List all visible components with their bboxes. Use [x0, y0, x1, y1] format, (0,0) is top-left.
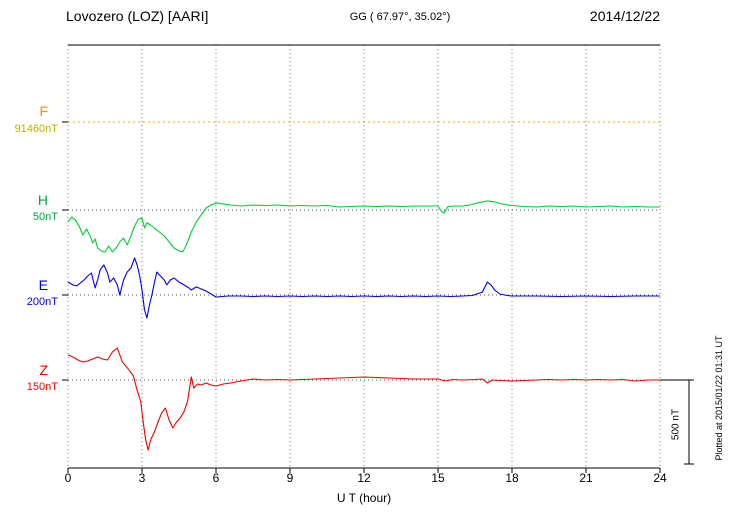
scale-bar-label: 500 nT — [670, 408, 682, 441]
component-baseline-value-F: 91460nT — [14, 123, 58, 135]
x-tick-label-24: 24 — [653, 471, 667, 485]
x-tick-label-3: 3 — [138, 471, 146, 485]
component-baseline-value-E: 200nT — [26, 296, 58, 308]
station-title: Lovozero (LOZ) [AARI] — [66, 8, 209, 24]
x-tick-label-15: 15 — [431, 471, 445, 485]
component-label-H: H — [37, 192, 48, 208]
x-tick-label-18: 18 — [505, 471, 519, 485]
component-baseline-value-H: 50nT — [32, 211, 58, 223]
trace-H — [67, 200, 660, 253]
component-label-F: F — [39, 103, 48, 119]
trace-E — [67, 257, 660, 319]
plot-date: 2014/12/22 — [589, 8, 660, 24]
x-tick-label-21: 21 — [579, 471, 593, 485]
x-tick-label-12: 12 — [357, 471, 371, 485]
x-tick-label-9: 9 — [286, 471, 294, 485]
component-baseline-value-Z: 150nT — [26, 381, 58, 393]
component-label-Z: Z — [39, 362, 48, 378]
x-axis-title: U T (hour) — [336, 491, 392, 505]
trace-Z — [67, 347, 660, 451]
plotted-at-note: Plotted at 2015/01/22 01:31 UT — [714, 335, 724, 461]
x-tick-label-6: 6 — [212, 471, 220, 485]
x-tick-label-0: 0 — [64, 471, 72, 485]
geographic-coords: GG ( 67.97°, 35.02°) — [349, 11, 451, 23]
component-label-E: E — [38, 277, 48, 293]
